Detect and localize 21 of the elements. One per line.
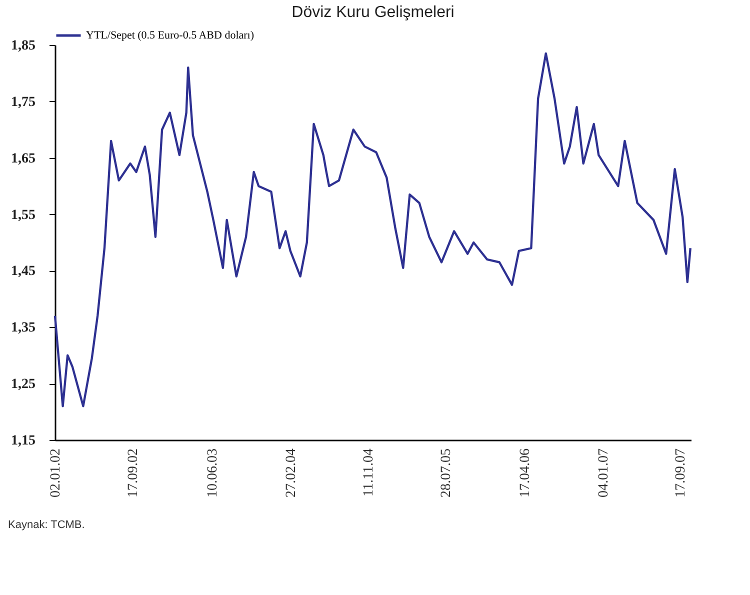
chart-title: Döviz Kuru Gelişmeleri bbox=[292, 4, 454, 21]
y-tick-label: 1,35 bbox=[11, 320, 36, 336]
x-tick-label: 17.09.07 bbox=[673, 448, 688, 498]
x-tick-label: 28.07.05 bbox=[439, 448, 454, 498]
line-series bbox=[54, 52, 692, 408]
legend-label: YTL/Sepet (0.5 Euro-0.5 ABD doları) bbox=[86, 30, 254, 42]
x-tick-label: 17.04.06 bbox=[518, 448, 534, 498]
text: Kaynak: TCMB. bbox=[7, 519, 86, 531]
x-tick-label: 10.06.03 bbox=[206, 448, 221, 498]
x-tick-label: 02.01.02 bbox=[48, 448, 64, 498]
y-tick-label: 1,85 bbox=[11, 38, 36, 54]
x-tick-label: 27.02.04 bbox=[284, 448, 300, 498]
x-tick-label: 04.01.07 bbox=[596, 448, 612, 498]
y-tick-label: 1,75 bbox=[11, 94, 36, 110]
y-tick-label: 1,55 bbox=[11, 208, 36, 223]
y-tick-label: 1,25 bbox=[11, 377, 36, 392]
y-tick-label: 1,65 bbox=[11, 151, 36, 166]
y-tick-label: 1,45 bbox=[11, 264, 36, 280]
x-tick-label: 11.11.04 bbox=[362, 448, 377, 496]
x-tick-label: 17.09.02 bbox=[126, 448, 141, 498]
y-tick-label: 1,15 bbox=[11, 434, 36, 448]
